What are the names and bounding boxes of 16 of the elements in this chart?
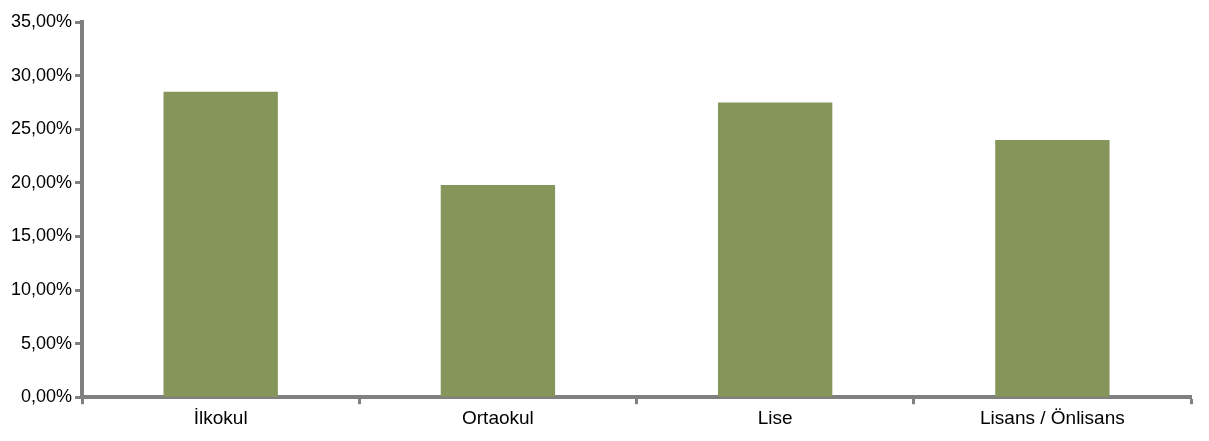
bar	[163, 91, 278, 397]
x-tick-label: Lise	[757, 406, 793, 428]
y-tick-label: 15,00%	[10, 225, 73, 246]
y-tick-label: 25,00%	[10, 118, 73, 139]
y-tick-label: 5,00%	[21, 332, 73, 353]
y-tick-label: 30,00%	[10, 64, 73, 85]
bar	[995, 139, 1110, 397]
y-tick-label: 20,00%	[10, 171, 73, 192]
bar	[717, 102, 833, 397]
y-tick-label: 0,00%	[21, 386, 73, 407]
x-tick-label: Lisans / Önlisans	[980, 406, 1125, 428]
y-tick-label: 10,00%	[10, 278, 73, 299]
y-tick-label: 35,00%	[10, 10, 73, 31]
bar	[440, 184, 556, 397]
x-tick-label: Ortaokul	[462, 406, 534, 428]
x-tick-label: İlkokul	[193, 406, 248, 428]
